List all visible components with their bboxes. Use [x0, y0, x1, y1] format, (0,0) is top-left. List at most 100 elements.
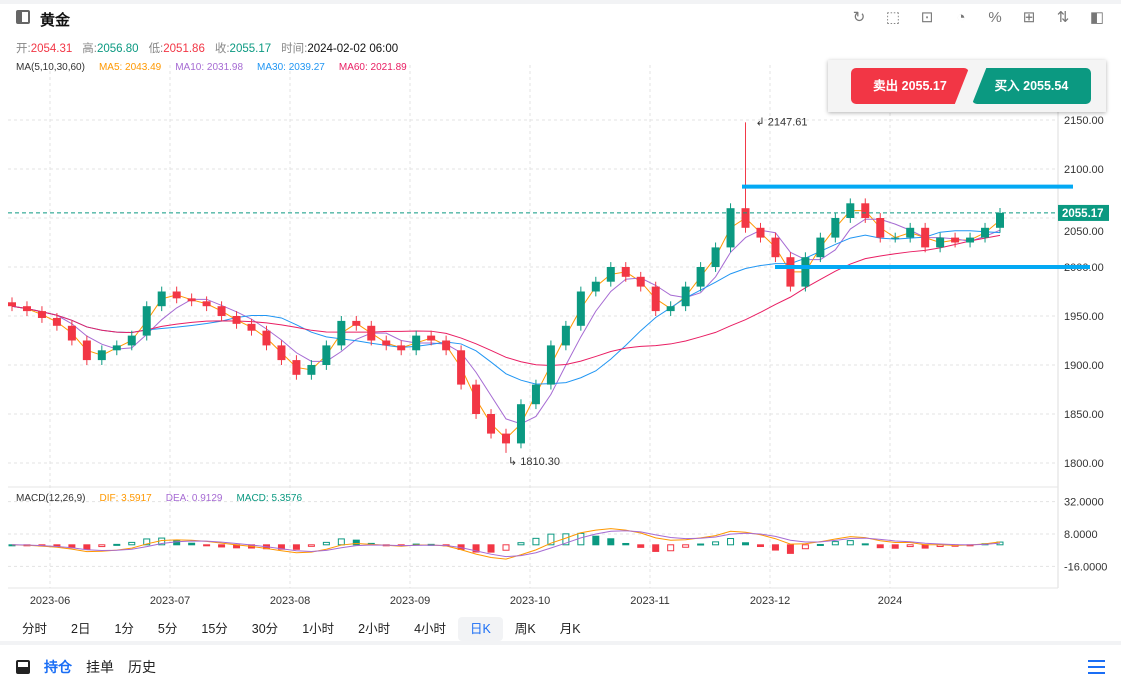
timeframe-8[interactable]: 4小时	[414, 622, 447, 636]
macd-bar	[113, 543, 121, 546]
candlestick-chart[interactable]: 2150.002100.002050.002000.001950.001900.…	[0, 0, 1121, 615]
candle-body	[187, 298, 196, 302]
draw-icon[interactable]: ⬚	[885, 9, 901, 26]
timeframe-11[interactable]: 月K	[559, 622, 581, 636]
candle-body	[82, 340, 91, 361]
price-tick-label: 1800.00	[1064, 458, 1104, 470]
dea-line	[11, 530, 1001, 558]
candle-body	[412, 335, 421, 351]
tab-positions[interactable]: 持仓	[44, 659, 72, 675]
timeframe-9[interactable]: 日K	[458, 617, 503, 641]
menu-icon[interactable]	[1088, 660, 1105, 678]
dea-value: DEA: 0.9129	[165, 493, 223, 504]
max-price-label: ↲ 2147.61	[756, 116, 808, 128]
macd-bar	[742, 542, 750, 546]
candle-body	[996, 212, 1004, 228]
candle-body	[561, 325, 570, 346]
macd-bar	[667, 544, 675, 552]
candle-body	[921, 227, 930, 248]
price-tick-label: 2050.00	[1064, 226, 1104, 238]
indicator-icon[interactable]: ⊡	[920, 9, 934, 26]
candle-body	[472, 384, 481, 414]
date-tick-label: 2023-08	[270, 595, 310, 607]
macd-bar	[502, 544, 510, 551]
timeframe-5[interactable]: 30分	[251, 622, 279, 636]
candle-body	[352, 320, 361, 326]
candle-body	[52, 317, 61, 326]
candle-body	[681, 286, 690, 307]
toolbar: ↻ ⬚ ⊡ ◔ % ⊞ ⇅ ◧	[849, 8, 1107, 28]
candle-body	[487, 414, 496, 434]
candle-body	[801, 257, 810, 287]
macd-bar	[891, 544, 899, 549]
candle-body	[322, 345, 331, 365]
candle-body	[756, 227, 765, 238]
candle-body	[621, 267, 630, 277]
date-tick-label: 2023-07	[150, 595, 190, 607]
candle-body	[232, 316, 241, 324]
candle-body	[8, 302, 16, 307]
macd-value: MACD: 5.3576	[236, 493, 303, 504]
candle-body	[591, 281, 600, 292]
pie-chart-icon[interactable]: ◔	[956, 9, 966, 26]
price-tick-label: 2100.00	[1064, 164, 1104, 176]
time-label: 时间:	[281, 43, 308, 55]
refresh-icon[interactable]: ↻	[852, 9, 866, 26]
close-value: 2055.17	[229, 43, 272, 55]
candle-body	[292, 360, 301, 375]
candle-body	[786, 257, 795, 287]
sidebar-toggle-icon[interactable]	[16, 10, 30, 24]
candle-body	[816, 237, 825, 258]
buy-button[interactable]: 买入 2055.54	[972, 68, 1091, 104]
timeframe-7[interactable]: 2小时	[358, 622, 391, 636]
macd-bar	[637, 544, 645, 548]
candle-body	[861, 203, 870, 218]
timeframe-1[interactable]: 2日	[71, 622, 91, 636]
macd-bar	[218, 544, 226, 548]
grid-icon[interactable]: ⊞	[1022, 9, 1036, 26]
candle-body	[531, 384, 540, 405]
timeframe-0[interactable]: 分时	[22, 622, 48, 636]
tab-history[interactable]: 历史	[128, 659, 156, 675]
price-tick-label: 1900.00	[1064, 360, 1104, 372]
close-label: 收:	[214, 43, 230, 55]
macd-bar	[846, 540, 854, 546]
date-tick-label: 2023-11	[630, 595, 670, 607]
high-label: 高:	[82, 43, 97, 55]
candle-body	[741, 208, 750, 228]
dif-value: DIF: 3.5917	[99, 493, 152, 504]
macd-bar	[143, 538, 151, 546]
candle-body	[277, 345, 286, 361]
timeframe-2[interactable]: 1分	[114, 622, 134, 636]
date-tick-label: 2023-06	[30, 595, 70, 607]
tab-orders[interactable]: 挂单	[86, 659, 114, 675]
timeframe-4[interactable]: 15分	[201, 622, 228, 636]
timeframe-3[interactable]: 5分	[157, 622, 178, 636]
candle-body	[891, 237, 900, 239]
macd-bar	[173, 540, 181, 546]
macd-bar	[517, 542, 525, 546]
candle-body	[142, 306, 151, 336]
ma5-line	[11, 210, 1001, 440]
candle-body	[97, 350, 106, 361]
candle-body	[771, 237, 780, 258]
timeframe-6[interactable]: 1小时	[302, 622, 335, 636]
macd-bar	[921, 544, 929, 549]
sort-icon[interactable]: ⇅	[1056, 9, 1070, 26]
macd-bar	[756, 544, 764, 548]
candle-body	[127, 335, 136, 346]
candle-body	[337, 320, 346, 346]
bottom-panel	[0, 645, 1121, 680]
percent-icon[interactable]: %	[988, 9, 1002, 26]
high-value: 2056.80	[96, 43, 139, 55]
macd-bar	[472, 544, 480, 553]
macd-bar	[203, 544, 211, 547]
candle-body	[112, 345, 121, 351]
dif-line	[11, 528, 1001, 560]
panel-icon[interactable]: ◧	[1089, 9, 1105, 26]
timeframe-10[interactable]: 周K	[514, 622, 536, 636]
ohlc-readout: 开:2054.31 高:2056.80 低:2051.86 收:2055.17 …	[16, 40, 398, 56]
sell-button[interactable]: 卖出 2055.17	[851, 68, 969, 104]
macd-bar	[712, 541, 720, 546]
macd-bar	[337, 538, 345, 546]
